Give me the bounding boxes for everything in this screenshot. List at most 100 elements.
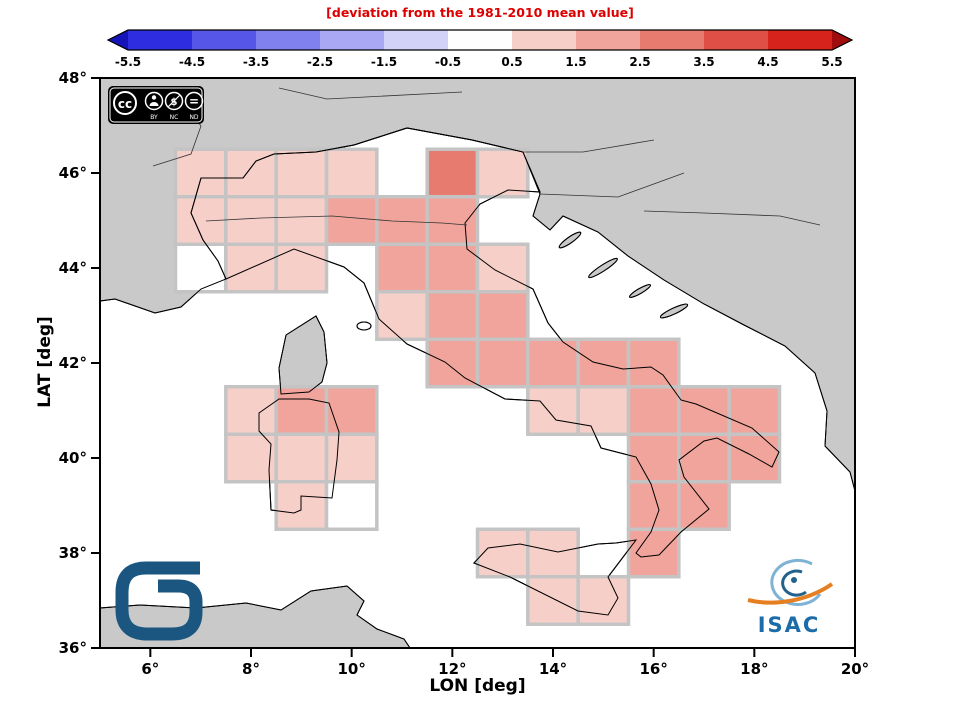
colorbar-segment <box>704 30 768 50</box>
colorbar-segment <box>576 30 640 50</box>
grid-cell <box>224 385 278 436</box>
grid-cell <box>475 337 530 389</box>
colorbar-segment <box>128 30 192 50</box>
y-tick-label: 48° <box>59 69 87 87</box>
grid-cell <box>526 385 580 436</box>
colorbar-tick-label: -1.5 <box>371 55 397 69</box>
isac-swirl-dark <box>781 569 807 597</box>
grid-cell <box>626 337 681 389</box>
coastline <box>356 321 372 331</box>
grid-cell <box>475 527 530 579</box>
y-tick-label: 40° <box>59 449 87 467</box>
grid-cell <box>173 147 228 199</box>
cnr-logo <box>115 561 203 641</box>
grid-cell <box>224 147 278 199</box>
cc-nc-icon: $ <box>171 97 178 108</box>
x-axis-label: LON [deg] <box>429 676 526 696</box>
x-tick-label: 16° <box>639 660 667 678</box>
grid-cell <box>425 147 480 199</box>
x-tick-label: 6° <box>141 660 159 678</box>
grid-cell <box>274 385 329 436</box>
coastline-overlay <box>99 77 856 649</box>
colorbar: -5.5 -4.5 -3.5 -2.5 -1.5 -0.5 0.5 1.5 2.5 3.5 4.5 5… <box>106 29 854 69</box>
colorbar-tick-label: -5.5 <box>115 55 141 69</box>
grid-cell <box>324 147 379 199</box>
y-tick-label: 38° <box>59 544 87 562</box>
grid-cell <box>677 480 731 531</box>
y-tick-label: 46° <box>59 164 87 182</box>
x-tick-label: 10° <box>337 660 365 678</box>
cc-nc-icon <box>168 95 180 107</box>
isac-swirl-light <box>770 559 822 606</box>
grid-cell <box>224 195 278 246</box>
anomaly-cells-layer <box>173 147 782 626</box>
colorbar-segment <box>512 30 576 50</box>
colorbar-tick-label: 0.5 <box>501 55 522 69</box>
cc-by-icon <box>151 95 157 100</box>
coastline <box>659 303 689 319</box>
grid-cell <box>274 195 329 246</box>
grid-cell <box>324 195 379 246</box>
cnr-emblem <box>115 561 203 641</box>
coastline <box>190 127 780 558</box>
grid-cell <box>526 527 580 579</box>
colorbar-tick-label: 2.5 <box>629 55 650 69</box>
cc-icon <box>113 91 137 115</box>
grid-cell <box>375 290 429 341</box>
border-line <box>278 87 463 100</box>
po-river <box>205 215 468 226</box>
grid-cell <box>274 432 329 484</box>
isac-swoosh-orange <box>747 582 834 605</box>
grid-cell <box>324 432 379 484</box>
cc-nc-label: NC <box>170 114 179 121</box>
cc-nc-icon <box>164 91 184 111</box>
grid-cell <box>475 147 530 199</box>
grid-cell <box>274 147 329 199</box>
colorbar-tick-label: 4.5 <box>757 55 778 69</box>
chart-title: [deviation from the 1981-2010 mean value… <box>326 5 634 20</box>
colorbar-segment <box>192 30 256 50</box>
y-tick-label: 36° <box>59 639 87 657</box>
colorbar-tick-label: 3.5 <box>693 55 714 69</box>
colorbar-tick-label: -3.5 <box>243 55 269 69</box>
grid-cell <box>475 290 530 341</box>
colorbar-segment <box>384 30 448 50</box>
x-tick-label: 12° <box>438 660 466 678</box>
colorbar-segment <box>640 30 704 50</box>
grid-cell <box>727 432 782 484</box>
isac-wordmark: ISAC <box>758 613 821 637</box>
y-axis-label: LAT [deg] <box>35 316 55 408</box>
grid-cell <box>727 385 782 436</box>
isac-logo: ISAC <box>747 559 834 637</box>
grid-cell <box>626 527 681 579</box>
colorbar-segment <box>256 30 320 50</box>
grid-cell <box>576 385 631 436</box>
border-line <box>539 172 685 198</box>
colorbar-segment <box>768 30 832 50</box>
grid-cell <box>425 290 480 341</box>
map: 6° 8° 10° 12° 14° 16° 18° 20° 48° 46° 44° 42° 40° 38°… <box>59 69 870 678</box>
coastline <box>629 284 651 298</box>
x-tick-label: 18° <box>740 660 768 678</box>
cc-nd-label: ND <box>189 114 198 121</box>
cc-icon-text: cc <box>118 97 132 111</box>
isac-swirl-dot <box>791 577 797 583</box>
coastline <box>588 257 618 279</box>
grid-cell <box>626 480 681 531</box>
grid-cell <box>677 385 731 436</box>
colorbar-right-arrow <box>832 30 852 50</box>
y-tick-label: 44° <box>59 259 87 277</box>
border-line <box>643 210 821 226</box>
colorbar-tick-label: -4.5 <box>179 55 205 69</box>
coastline <box>99 585 411 649</box>
borders-and-rivers <box>152 87 821 226</box>
coastline <box>558 231 582 249</box>
grid-cell <box>626 385 681 436</box>
colorbar-segment <box>448 30 512 50</box>
grid-cell <box>576 575 631 626</box>
colorbar-left-arrow <box>108 30 128 50</box>
grid-cell <box>324 385 379 436</box>
colorbar-tick-label: 1.5 <box>565 55 586 69</box>
